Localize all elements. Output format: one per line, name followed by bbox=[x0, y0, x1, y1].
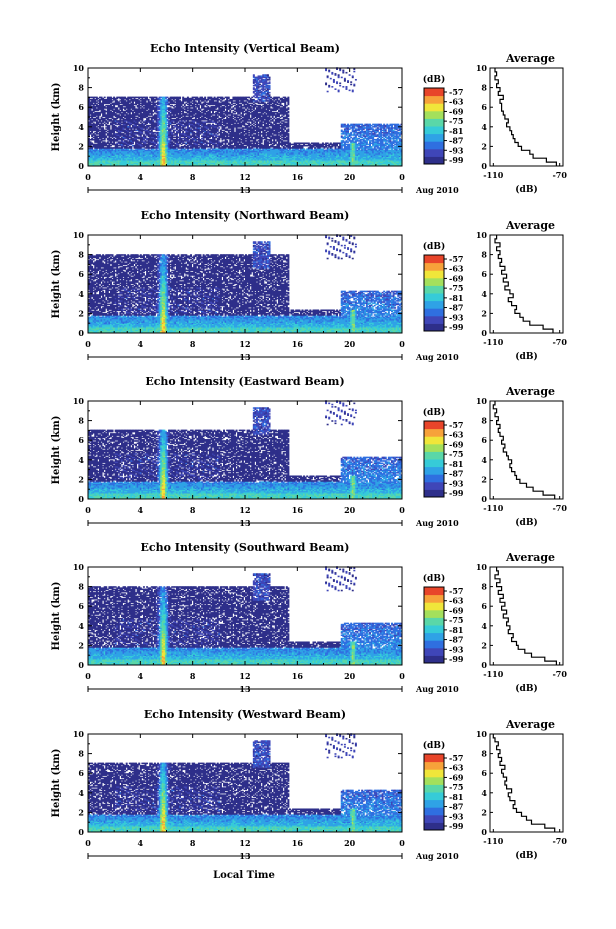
heatmap-cells bbox=[88, 67, 402, 166]
x-axis-label: Local Time bbox=[213, 870, 275, 881]
heatmap-cell bbox=[104, 97, 106, 99]
heatmap-cell bbox=[102, 127, 104, 129]
panel-title: Echo Intensity (Vertical Beam) bbox=[150, 42, 340, 55]
echo-intensity-figure: Local Time Echo Intensity (Vertical Beam… bbox=[0, 0, 616, 929]
